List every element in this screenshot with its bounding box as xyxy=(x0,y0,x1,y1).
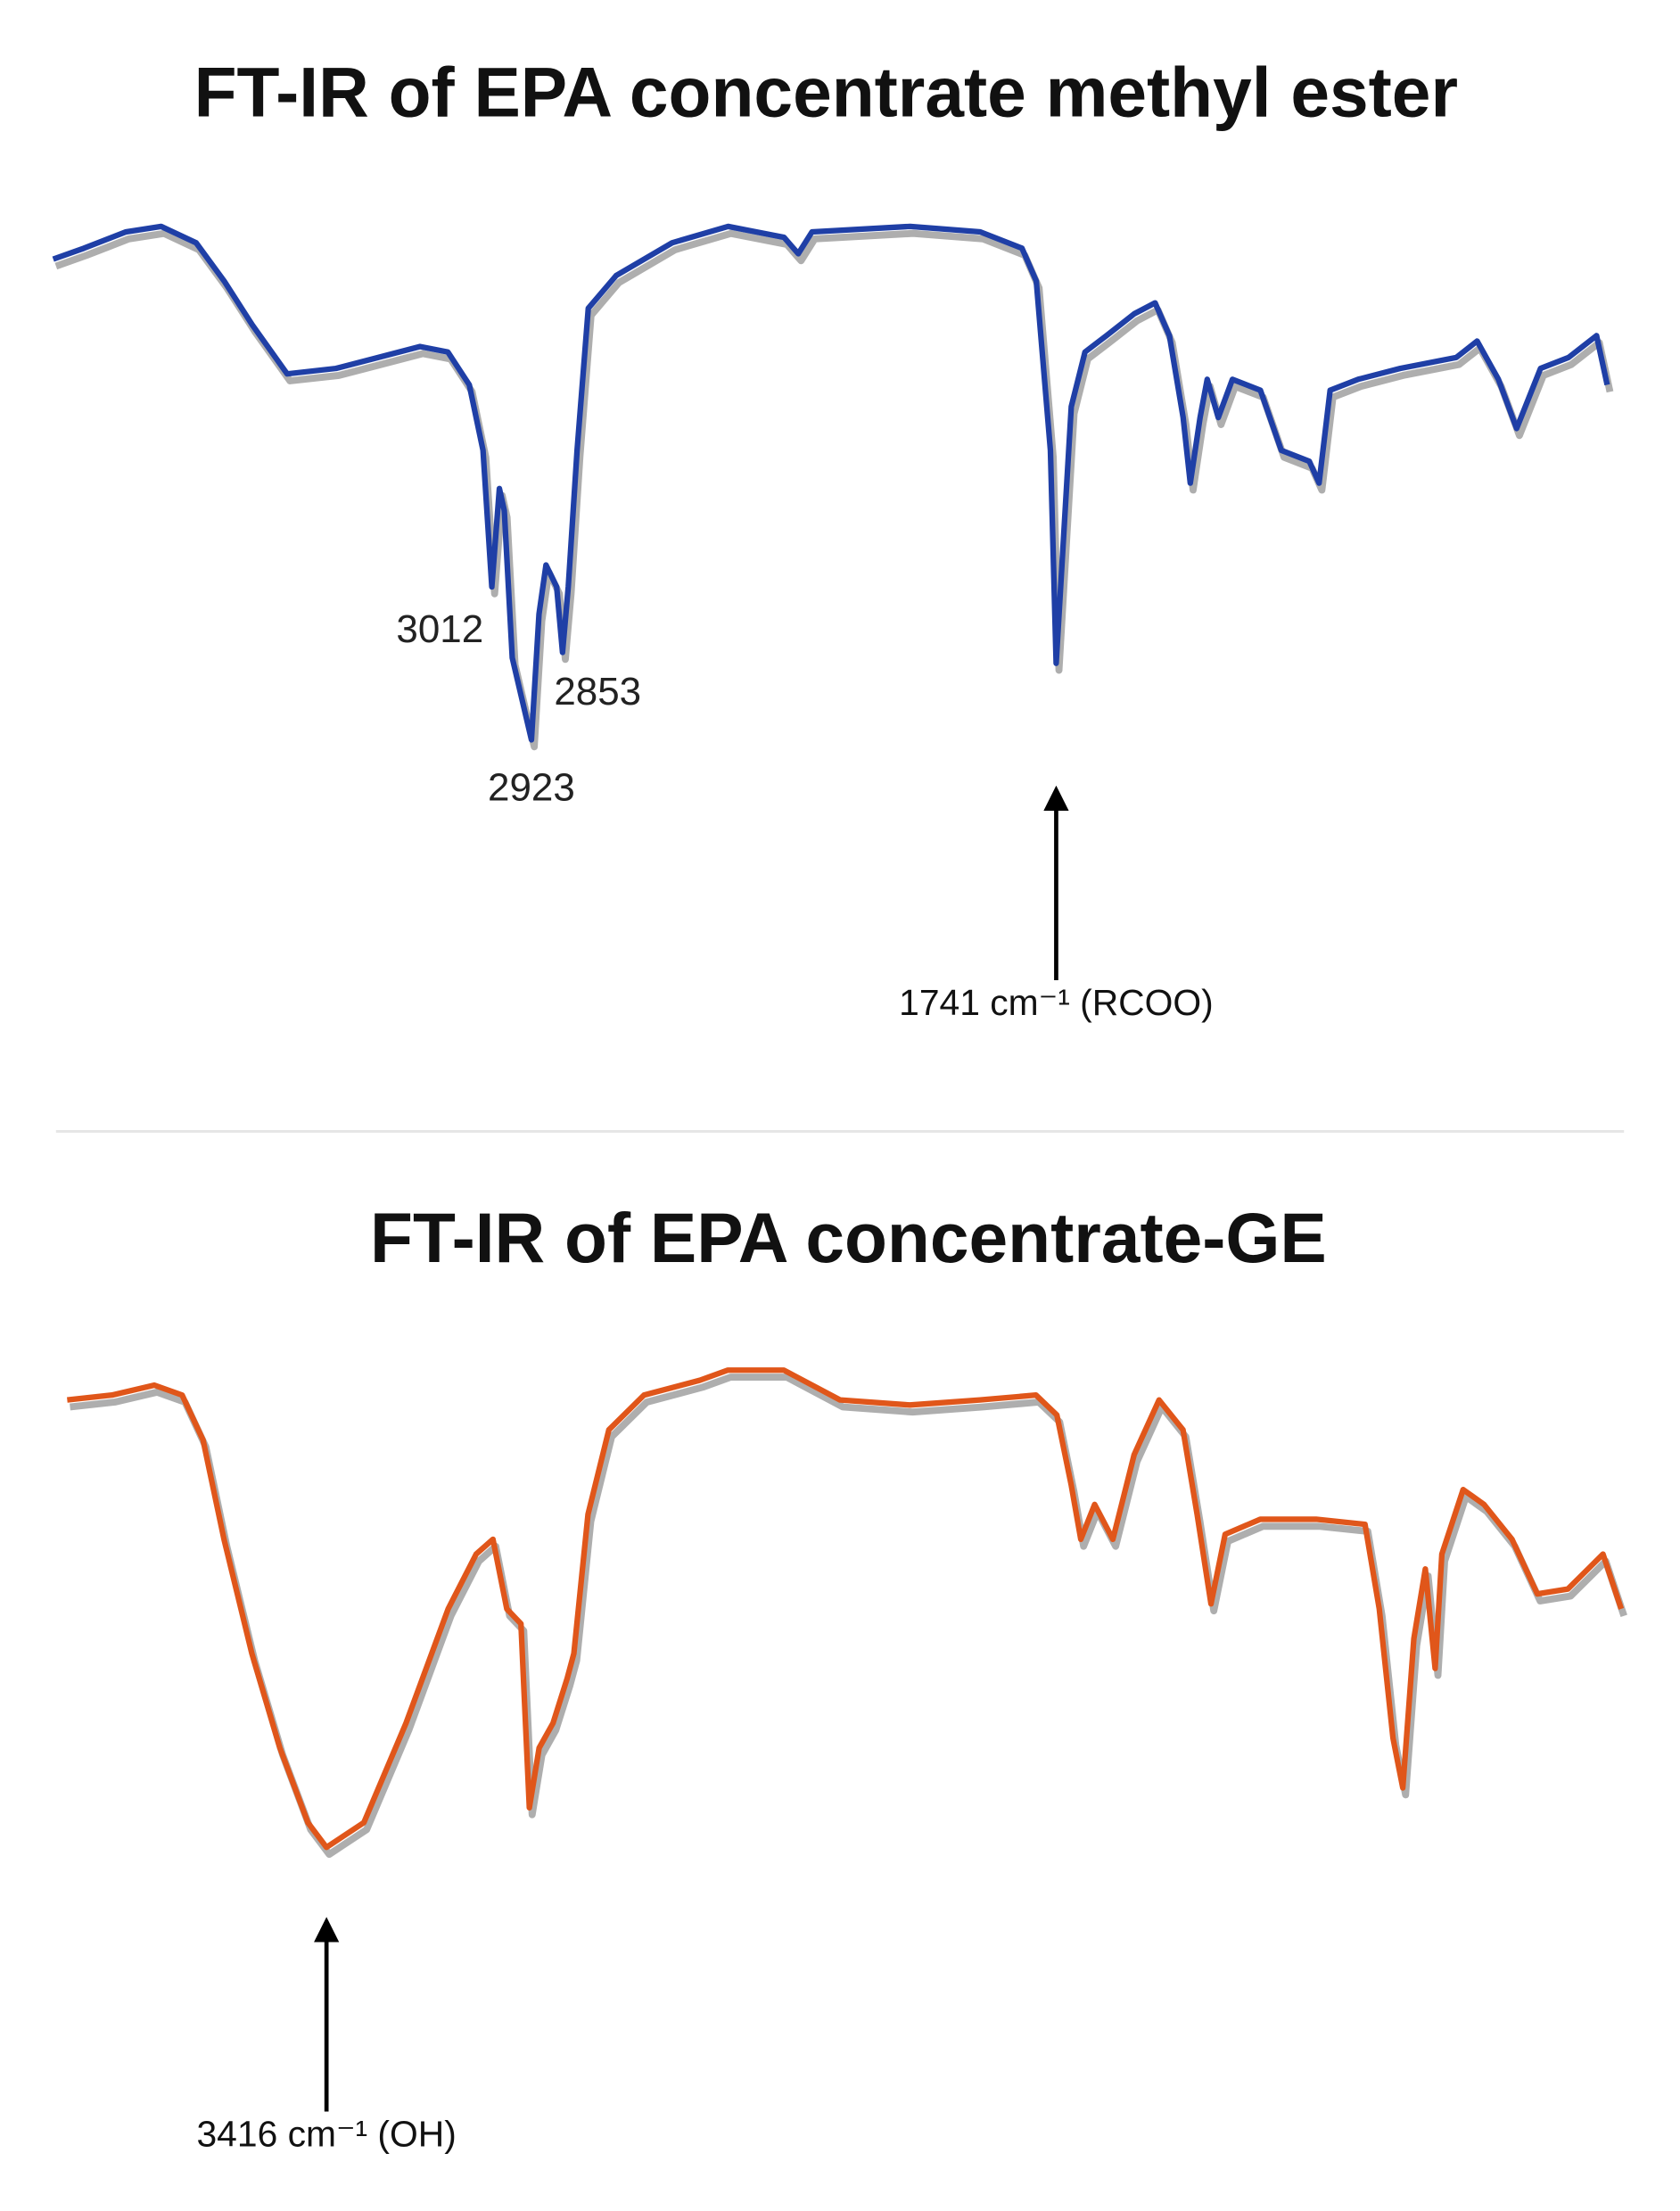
chart-title: FT-IR of EPA concentrate-GE xyxy=(370,1199,1327,1277)
spectrum-line xyxy=(52,223,1610,743)
line-shadow xyxy=(54,229,1614,751)
annotation-label: 1741 cm⁻¹ (RCOO) xyxy=(899,982,1214,1023)
peak-label: 2853 xyxy=(554,670,641,714)
line-shadow xyxy=(70,1374,1627,1859)
peak-label: 3012 xyxy=(396,607,483,651)
spectrum-line xyxy=(67,1367,1625,1851)
annotation-label: 3416 cm⁻¹ (OH) xyxy=(197,2114,457,2155)
peak-label: 2923 xyxy=(488,766,575,810)
chart-title: FT-IR of EPA concentrate methyl ester xyxy=(194,54,1458,132)
